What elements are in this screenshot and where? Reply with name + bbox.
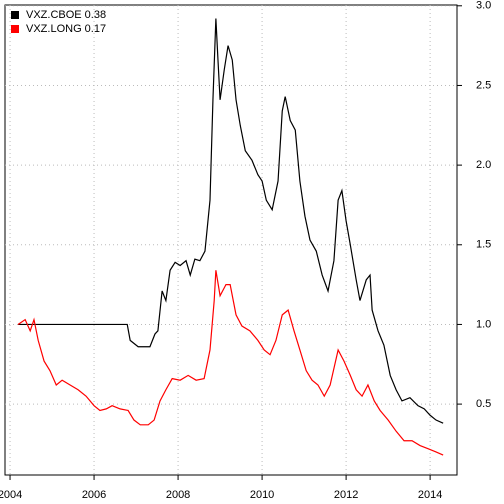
line-series <box>18 18 444 424</box>
y-tick-label: 1.0 <box>476 318 491 330</box>
x-tick-label: 2008 <box>166 489 190 501</box>
y-tick-label: 2.5 <box>476 79 491 91</box>
line-series <box>17 270 444 456</box>
legend-swatch <box>11 25 19 33</box>
y-tick-label: 2.0 <box>476 159 491 171</box>
y-tick-label: 1.5 <box>476 239 491 251</box>
legend-label: VXZ.LONG 0.17 <box>26 23 106 35</box>
legend-swatch <box>11 11 19 19</box>
x-tick-label: 2012 <box>334 489 358 501</box>
x-tick-label: 2010 <box>250 489 274 501</box>
y-tick-label: 0.5 <box>476 398 491 410</box>
y-tick-label: 3.0 <box>476 0 491 12</box>
legend-label: VXZ.CBOE 0.38 <box>26 9 106 21</box>
plot-frame <box>4 4 458 476</box>
x-tick-label: 2014 <box>418 489 442 501</box>
x-tick-label: 2006 <box>82 489 106 501</box>
x-tick-label: 2004 <box>0 489 22 501</box>
